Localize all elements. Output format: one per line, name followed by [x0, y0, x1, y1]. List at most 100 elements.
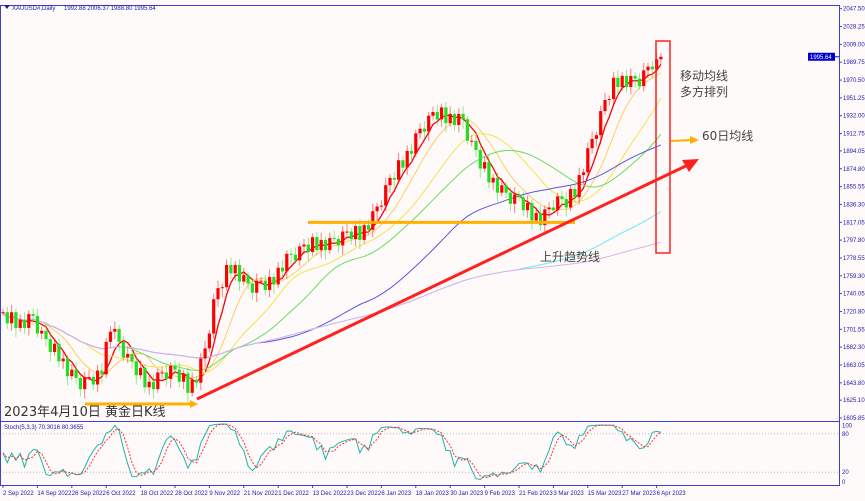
y-tick-label: 1970.50: [843, 78, 865, 84]
annotation-trendline: 上升趋势线: [540, 250, 600, 264]
stoch-tick-label: 20: [842, 470, 849, 476]
candle: [87, 369, 91, 381]
candle: [642, 62, 646, 92]
candle-body: [121, 341, 125, 358]
candle-body: [461, 113, 465, 120]
candle-body: [289, 253, 293, 255]
candle-body: [173, 365, 177, 370]
candle: [478, 146, 482, 178]
x-tick-label: 27 Mar 2023: [622, 491, 656, 497]
candle-body: [470, 140, 474, 142]
candle: [190, 372, 194, 397]
candle-body: [255, 280, 259, 293]
x-tick-label: 18 Jan 2023: [416, 491, 450, 497]
candle-body: [474, 140, 478, 151]
candle: [328, 232, 332, 254]
stoch-tick-label: 100: [842, 424, 853, 430]
candle: [457, 108, 461, 133]
candle-body: [440, 107, 444, 120]
candle-body: [637, 78, 641, 87]
y-tick-label: 1894.05: [843, 149, 865, 155]
candle-body: [392, 177, 396, 180]
candle-body: [276, 267, 280, 285]
candle: [543, 205, 547, 233]
y-tick-label: 1663.05: [843, 363, 865, 369]
candle-body: [237, 264, 242, 282]
candle-body: [61, 358, 65, 362]
candle-body: [573, 188, 577, 198]
candle: [194, 376, 199, 389]
candle: [199, 352, 203, 391]
ma-5-line: [2, 64, 662, 383]
y-tick-label: 2009.00: [843, 42, 865, 48]
candle-body: [487, 162, 491, 183]
x-tick-label: 3 Mar 2023: [553, 491, 584, 497]
candle-body: [100, 370, 104, 375]
candle: [177, 362, 181, 388]
candle-body: [435, 112, 439, 120]
stochastic-pane: [0, 423, 839, 481]
candle-body: [143, 367, 147, 388]
candle: [276, 262, 280, 289]
y-tick-label: 1855.55: [843, 185, 865, 191]
candle: [487, 154, 491, 189]
x-tick-label: 26 Sep 2022: [72, 491, 107, 497]
candle-body: [551, 207, 555, 211]
candle: [315, 231, 319, 256]
candle: [556, 192, 560, 216]
y-tick-label: 1836.30: [843, 202, 865, 208]
candle: [431, 106, 435, 120]
y-tick-label: 1759.30: [843, 274, 865, 280]
candle: [452, 110, 457, 131]
candle-body: [397, 160, 401, 180]
candle-body: [452, 113, 457, 126]
candle-body: [48, 339, 52, 353]
candle: [612, 72, 616, 107]
candle-body: [659, 56, 663, 60]
candle: [27, 310, 31, 336]
x-tick-label: 6 Jan 2023: [381, 491, 411, 497]
candle-body: [646, 66, 650, 71]
candle: [586, 142, 590, 176]
candle-body: [18, 319, 22, 328]
current-price-label: 1995.64: [810, 55, 832, 61]
candle: [74, 362, 78, 384]
candle-body: [74, 369, 78, 379]
dropdown-arrow-icon: [4, 5, 10, 9]
candle: [521, 191, 525, 216]
candle: [323, 236, 328, 260]
candle: [156, 368, 160, 393]
candle-body: [57, 343, 61, 362]
candle: [212, 293, 216, 340]
candle-body: [543, 209, 547, 226]
candle-body: [341, 231, 345, 246]
candle-body: [457, 113, 461, 126]
candle: [186, 367, 190, 403]
candle: [341, 226, 345, 255]
candle-body: [642, 70, 646, 87]
candle: [65, 354, 70, 386]
y-tick-label: 2047.50: [843, 7, 865, 13]
candle-body: [448, 113, 452, 124]
candle: [508, 187, 512, 212]
candle-body: [212, 299, 216, 334]
candle-body: [207, 333, 211, 349]
candle: [607, 95, 611, 106]
candle: [225, 259, 229, 291]
candle-body: [594, 135, 598, 139]
annotation-ma-bullish-2: 多方排列: [680, 84, 728, 99]
candle-body: [65, 358, 70, 377]
y-tick-label: 1817.05: [843, 220, 865, 226]
uptrend-line: [196, 162, 691, 401]
candle: [306, 237, 310, 262]
annotation-ma-bullish-1: 移动均线: [680, 69, 728, 83]
candle: [405, 145, 409, 176]
candle: [104, 338, 108, 379]
candle: [48, 331, 52, 362]
ma-20-line: [2, 98, 662, 374]
chart-header-symbol: XAUUSD#,Daily: [12, 6, 55, 12]
candle-body: [182, 373, 186, 382]
candle: [10, 304, 14, 331]
y-tick-label: 2028.25: [843, 25, 865, 31]
